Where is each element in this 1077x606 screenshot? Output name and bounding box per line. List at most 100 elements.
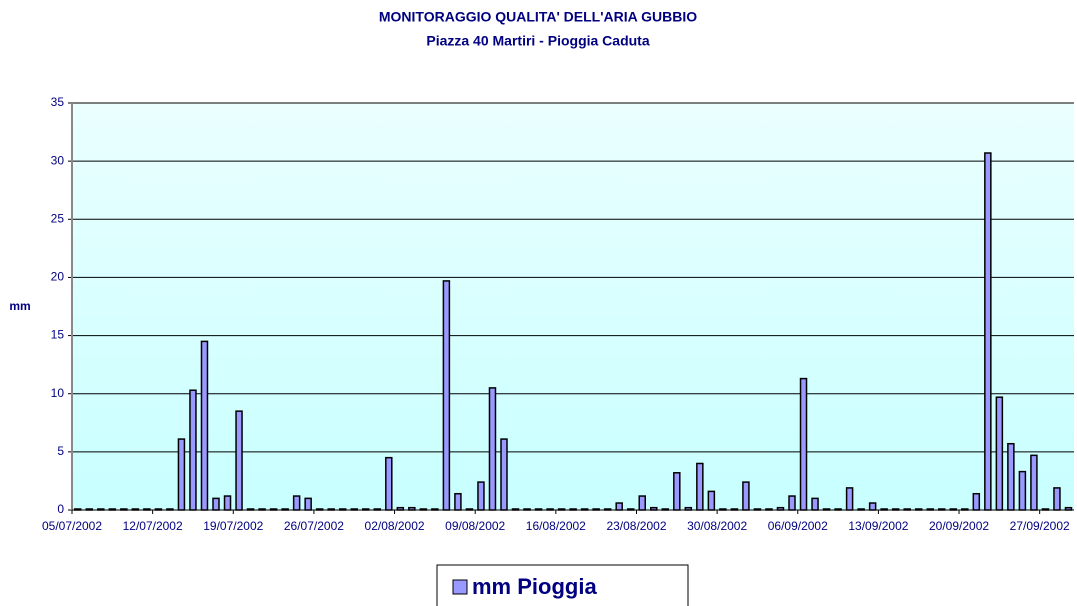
y-tick-label: 10 — [51, 386, 65, 400]
bar — [396, 506, 405, 511]
bar — [557, 508, 566, 511]
bar — [730, 508, 739, 511]
bar — [327, 508, 335, 511]
bar — [638, 495, 646, 511]
bar — [938, 508, 946, 511]
bar — [315, 508, 324, 511]
x-tick-label: 30/08/2002 — [687, 519, 747, 533]
bar — [154, 508, 163, 511]
bar — [166, 508, 174, 511]
bar — [891, 508, 900, 511]
bar — [338, 508, 347, 511]
bar — [385, 456, 393, 511]
bar — [223, 495, 232, 511]
bar — [189, 389, 197, 511]
x-tick-label: 09/08/2002 — [445, 519, 505, 533]
x-tick-label: 12/07/2002 — [123, 519, 183, 533]
legend-swatch — [452, 579, 468, 595]
y-tick-label: 15 — [51, 328, 65, 342]
bar — [131, 508, 140, 511]
bar — [650, 506, 658, 511]
x-tick-label: 26/07/2002 — [284, 519, 344, 533]
bar — [74, 508, 82, 511]
x-tick-label: 05/07/2002 — [42, 519, 102, 533]
bar — [822, 508, 831, 511]
y-axis-label: mm — [9, 299, 30, 313]
bar — [845, 487, 854, 511]
bar — [673, 472, 681, 511]
bar — [523, 508, 531, 511]
bar — [408, 506, 416, 511]
bar — [143, 508, 151, 511]
bar — [580, 508, 589, 511]
bar — [1007, 442, 1015, 511]
bar — [799, 377, 808, 511]
bar — [1064, 506, 1073, 511]
x-tick-label: 27/09/2002 — [1010, 519, 1070, 533]
bar — [258, 508, 266, 511]
x-tick-label: 06/09/2002 — [768, 519, 828, 533]
bar — [868, 502, 877, 511]
bar — [235, 410, 243, 511]
bar — [292, 495, 301, 511]
bar — [246, 508, 255, 511]
bar — [776, 506, 785, 511]
bar — [984, 152, 992, 511]
y-tick-label: 5 — [57, 444, 64, 458]
bar — [120, 508, 128, 511]
bar — [857, 508, 865, 511]
bar — [269, 508, 278, 511]
y-tick-label: 25 — [51, 211, 65, 225]
bar — [431, 508, 439, 511]
bar — [304, 497, 312, 511]
x-tick-label: 23/08/2002 — [606, 519, 666, 533]
bar — [626, 508, 635, 511]
bar — [108, 508, 117, 511]
bar — [373, 508, 382, 511]
bar — [719, 508, 727, 511]
bar — [177, 438, 186, 511]
bar — [1030, 454, 1038, 511]
bar — [753, 508, 762, 511]
bar — [603, 508, 612, 511]
chart-subtitle: Piazza 40 Martiri - Pioggia Caduta — [426, 33, 649, 49]
bar — [765, 508, 773, 511]
bar — [569, 508, 577, 511]
bar — [454, 492, 462, 511]
bar — [880, 508, 888, 511]
x-tick-label: 19/07/2002 — [203, 519, 263, 533]
bar — [707, 490, 716, 511]
bar — [85, 508, 94, 511]
legend-label: mm Pioggia — [472, 574, 597, 599]
bar — [661, 508, 670, 511]
bar — [511, 508, 520, 511]
bar — [442, 280, 451, 511]
x-tick-label: 13/09/2002 — [848, 519, 908, 533]
x-tick-label: 20/09/2002 — [929, 519, 989, 533]
bar — [212, 497, 220, 511]
x-tick-label: 16/08/2002 — [526, 519, 586, 533]
y-tick-label: 20 — [51, 270, 65, 284]
bar — [684, 506, 693, 511]
y-tick-label: 30 — [51, 153, 65, 167]
bar — [972, 492, 981, 511]
bar — [995, 396, 1004, 511]
bar — [615, 502, 623, 511]
bar — [281, 508, 289, 511]
bar — [949, 508, 958, 511]
bar — [696, 462, 704, 511]
bar — [834, 508, 842, 511]
bar — [903, 508, 911, 511]
bar — [961, 508, 969, 511]
plot-area — [72, 103, 1074, 510]
bar — [488, 387, 497, 511]
bar — [811, 497, 819, 511]
bar — [200, 340, 209, 511]
y-tick-label: 0 — [57, 502, 64, 516]
bar — [1041, 508, 1050, 511]
bar — [546, 508, 554, 511]
bar — [1018, 470, 1027, 511]
y-tick-label: 35 — [51, 95, 65, 109]
bar — [419, 508, 428, 511]
